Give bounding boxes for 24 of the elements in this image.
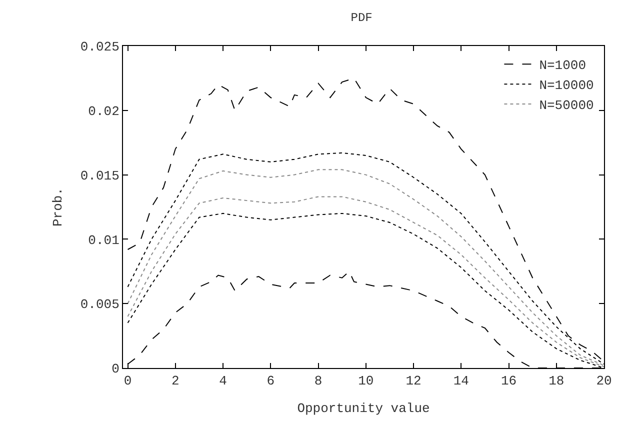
y-axis-title: Prob. [50,187,66,227]
x-tick-label: 14 [453,374,470,389]
x-tick-label: 8 [314,374,322,389]
x-tick-label: 20 [596,374,612,389]
y-tick-label: 0.01 [88,232,120,248]
x-tick-label: 4 [219,374,228,389]
x-tick-label: 12 [406,374,422,389]
y-tick-label: 0.025 [80,40,120,55]
x-tick-label: 10 [358,374,374,389]
x-axis-title: Opportunity value [297,401,430,416]
x-tick-label: 16 [500,374,517,389]
x-tick-label: 2 [171,374,180,389]
legend-label: N=1000 [539,58,586,74]
x-tick-label: 6 [266,374,275,389]
y-tick-label: 0 [112,362,120,377]
legend-label: N=50000 [539,98,594,114]
x-tick-label: 18 [548,374,564,389]
legend-label: N=10000 [539,78,594,94]
chart-title: PDF [350,11,372,26]
line-series [127,78,604,362]
y-tick-label: 0.02 [88,104,120,119]
y-tick-label: 0.015 [80,168,120,184]
x-tick-label: 0 [124,374,132,389]
y-tick-label: 0.005 [80,297,120,312]
